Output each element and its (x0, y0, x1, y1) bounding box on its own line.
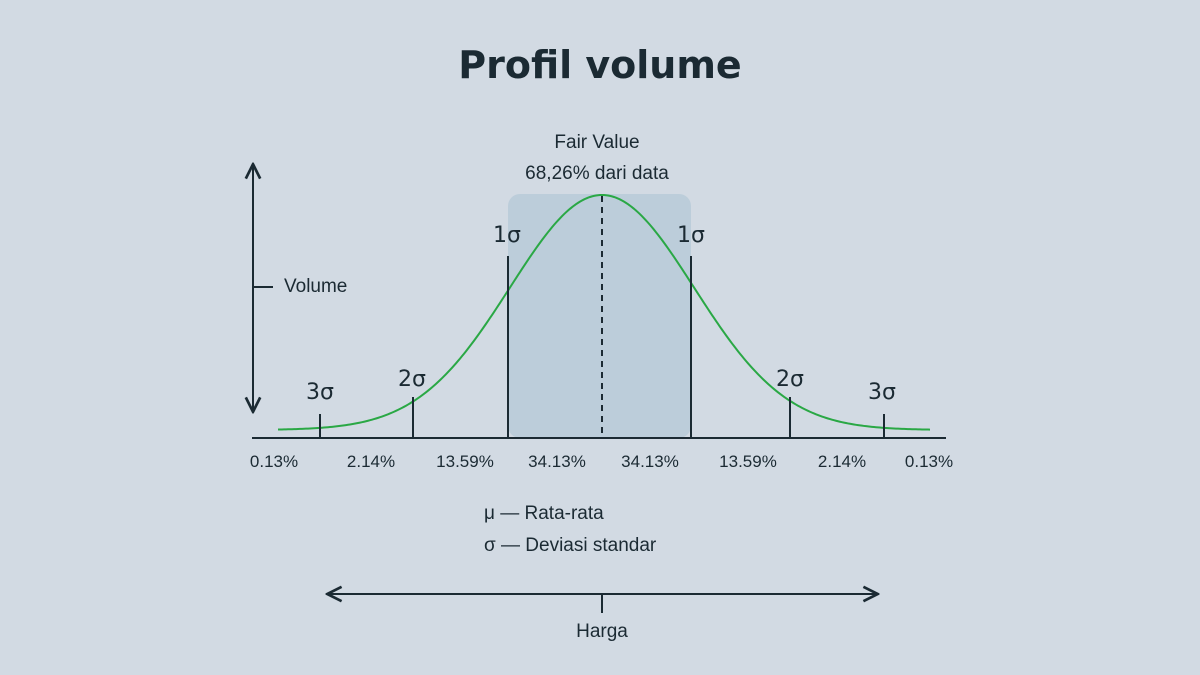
legend-mu: μ — Rata-rata (484, 503, 604, 524)
legend-sigma: σ — Deviasi standar (484, 535, 657, 556)
segment-percentage: 13.59% (436, 452, 494, 471)
fair-value-subtitle: 68,26% dari data (525, 163, 669, 184)
segment-percentage: 0.13% (905, 452, 953, 471)
segment-percentage: 0.13% (250, 452, 298, 471)
sigma-label-left-1: 1σ (493, 223, 521, 248)
price-axis-label: Harga (576, 621, 628, 642)
fair-value-band (508, 194, 691, 438)
segment-percentage: 2.14% (818, 452, 866, 471)
sigma-label-right-2: 2σ (776, 367, 804, 392)
volume-axis-label: Volume (284, 276, 347, 297)
segment-percentage: 34.13% (528, 452, 586, 471)
bell-curve (277, 193, 931, 431)
fair-value-label: Fair Value (554, 132, 639, 153)
segment-percentage: 13.59% (719, 452, 777, 471)
segment-percentage: 2.14% (347, 452, 395, 471)
segment-percentages: 0.13% 2.14% 13.59% 34.13% 34.13% 13.59% … (250, 452, 953, 471)
segment-percentage: 34.13% (621, 452, 679, 471)
sigma-label-right-1: 1σ (677, 223, 705, 248)
sigma-label-right-3: 3σ (868, 380, 896, 405)
sigma-label-left-2: 2σ (398, 367, 426, 392)
sigma-label-left-3: 3σ (306, 380, 334, 405)
page-title: Profil volume (458, 43, 741, 87)
